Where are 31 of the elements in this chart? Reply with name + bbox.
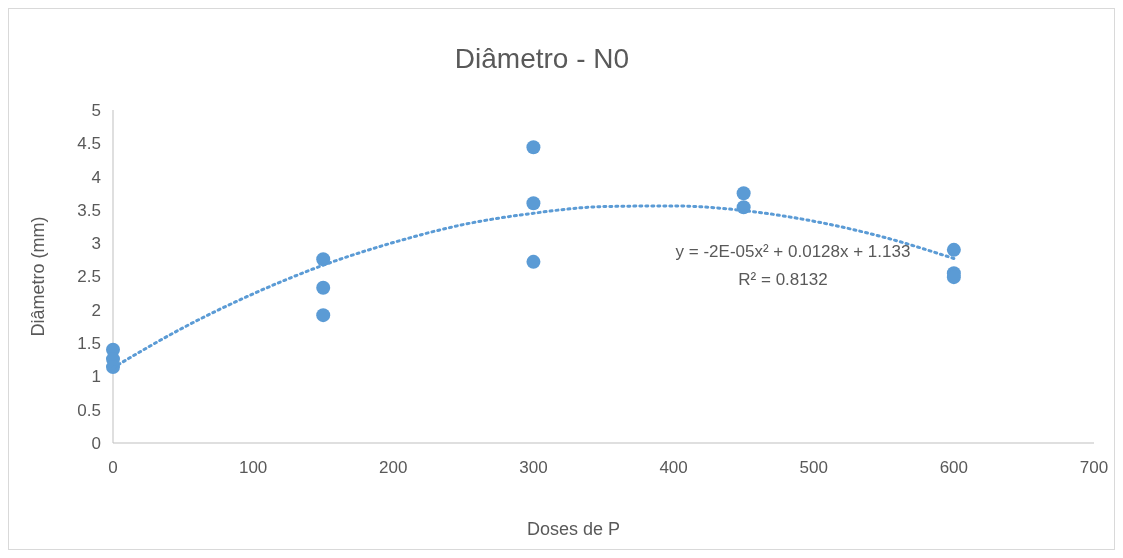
point [946,242,961,257]
y-tick-label: 0 [91,433,101,453]
point [526,196,541,211]
x-tick-label: 700 [1079,458,1109,477]
x-tick-label: 300 [519,458,548,477]
y-tick-label: 3.5 [77,200,101,220]
x-tick-label: 0 [108,458,118,477]
y-tick-label: 4 [91,167,101,187]
y-tick-label: 2 [91,300,101,320]
point [316,308,331,323]
y-tick-label: 2.5 [77,267,101,287]
y-tick-label: 5 [91,100,101,120]
y-tick-label: 1.5 [77,334,101,354]
chart-title: Diâmetro - N0 [454,43,630,74]
y-axis-title: Diâmetro (mm) [28,216,48,337]
x-tick-label: 600 [939,458,969,477]
point [316,280,331,295]
point [526,254,541,269]
y-tick-label: 4.5 [77,134,101,154]
annotation: y = -2E-05x² + 0.0128x + 1.133 [675,242,911,261]
x-tick-label: 200 [379,458,408,477]
y-tick-label: 1 [91,367,101,387]
point [736,186,751,201]
point [526,140,541,155]
annotation: R² = 0.8132 [738,270,828,289]
y-tick-label: 3 [91,234,101,254]
x-tick-label: 500 [799,458,828,477]
x-axis-title: Doses de P [526,519,621,539]
x-tick-label: 100 [238,458,268,477]
x-tick-label: 400 [659,458,688,477]
y-tick-label: 0.5 [77,400,101,420]
